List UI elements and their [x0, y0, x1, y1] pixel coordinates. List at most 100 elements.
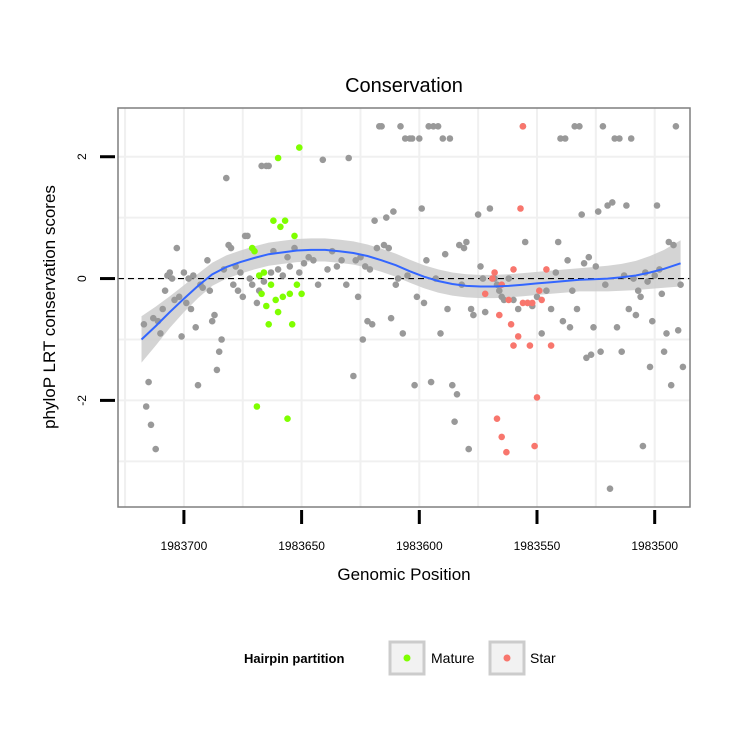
point-mature [288, 321, 296, 328]
point-other [670, 241, 677, 249]
point-other [230, 281, 237, 289]
point-other [211, 311, 218, 319]
point-other [161, 287, 169, 295]
point-mature [255, 272, 263, 279]
point-other [314, 281, 322, 289]
point-other [561, 135, 569, 142]
point-other [465, 445, 473, 453]
y-tick-label: -2 [75, 395, 89, 406]
point-other [453, 391, 461, 398]
point-other [649, 317, 656, 325]
point-other [606, 485, 614, 493]
point-other [585, 253, 593, 261]
point-other [175, 293, 183, 301]
point-star [526, 342, 534, 349]
point-mature [253, 403, 261, 410]
point-other [602, 281, 609, 289]
point-other [420, 299, 428, 307]
point-other [145, 378, 152, 386]
point-star [536, 287, 543, 295]
point-other [408, 135, 416, 142]
point-other [178, 333, 185, 340]
point-other [390, 208, 397, 215]
point-other [587, 351, 595, 359]
point-other [394, 275, 402, 282]
point-other [521, 238, 529, 246]
point-other [611, 135, 618, 142]
point-other [569, 287, 576, 295]
point-other [481, 308, 489, 316]
point-other [413, 293, 421, 301]
point-mature [291, 232, 298, 240]
point-other [486, 205, 494, 212]
x-tick-label: 1983650 [278, 539, 325, 553]
point-other [583, 354, 590, 362]
point-other [538, 330, 545, 337]
point-star [538, 296, 545, 304]
point-other [658, 290, 666, 298]
point-other [616, 135, 623, 142]
point-other [674, 327, 682, 334]
point-star [491, 269, 498, 276]
point-other [190, 272, 197, 279]
point-other [463, 238, 470, 246]
x-axis-label: Genomic Position [337, 565, 470, 584]
legend: Hairpin partition Mature Star [244, 640, 556, 676]
point-other [248, 281, 256, 289]
point-other [383, 214, 390, 221]
point-star [498, 433, 506, 441]
point-other [319, 156, 327, 164]
y-axis-ticks: -2 0 2 [75, 153, 115, 406]
point-other [173, 244, 181, 252]
point-other [399, 330, 407, 337]
point-mature [286, 290, 294, 298]
point-other [677, 281, 684, 289]
legend-label-mature: Mature [431, 650, 475, 666]
point-other [434, 123, 442, 130]
point-star [517, 205, 524, 212]
point-other [364, 317, 371, 325]
point-star [519, 123, 527, 130]
point-other [594, 208, 602, 215]
point-other [345, 154, 353, 162]
point-other [618, 348, 625, 356]
point-other [159, 305, 166, 313]
y-axis-label: phyloP LRT conservation scores [40, 185, 59, 429]
point-other [533, 293, 541, 301]
point-other [333, 263, 341, 270]
point-star [543, 266, 550, 273]
point-other [672, 123, 680, 130]
legend-item-star: Star [488, 640, 556, 676]
point-other [227, 244, 235, 252]
point-mature [274, 308, 282, 316]
point-mature [281, 217, 289, 224]
point-other [467, 305, 475, 313]
point-star [505, 296, 512, 304]
point-other [352, 257, 360, 264]
point-other [470, 311, 477, 319]
point-other [244, 232, 251, 240]
point-other [213, 366, 221, 374]
y-tick-label: 2 [75, 153, 89, 160]
point-other [427, 378, 435, 386]
point-other [592, 263, 600, 270]
point-other [418, 205, 426, 212]
point-other [416, 135, 423, 142]
point-mature [293, 281, 301, 289]
point-other [237, 269, 244, 276]
point-other [142, 403, 150, 410]
point-other [208, 317, 216, 325]
point-other [460, 244, 468, 252]
point-other [599, 123, 607, 130]
confidence-band-area [141, 238, 681, 363]
point-other [157, 330, 164, 337]
point-other [449, 381, 456, 389]
point-star [507, 321, 515, 328]
point-star [533, 394, 541, 401]
point-mature [263, 302, 270, 310]
point-mature [251, 247, 258, 255]
point-mature [272, 296, 280, 304]
point-other [500, 296, 508, 304]
point-other [166, 269, 174, 276]
point-other [300, 260, 308, 267]
